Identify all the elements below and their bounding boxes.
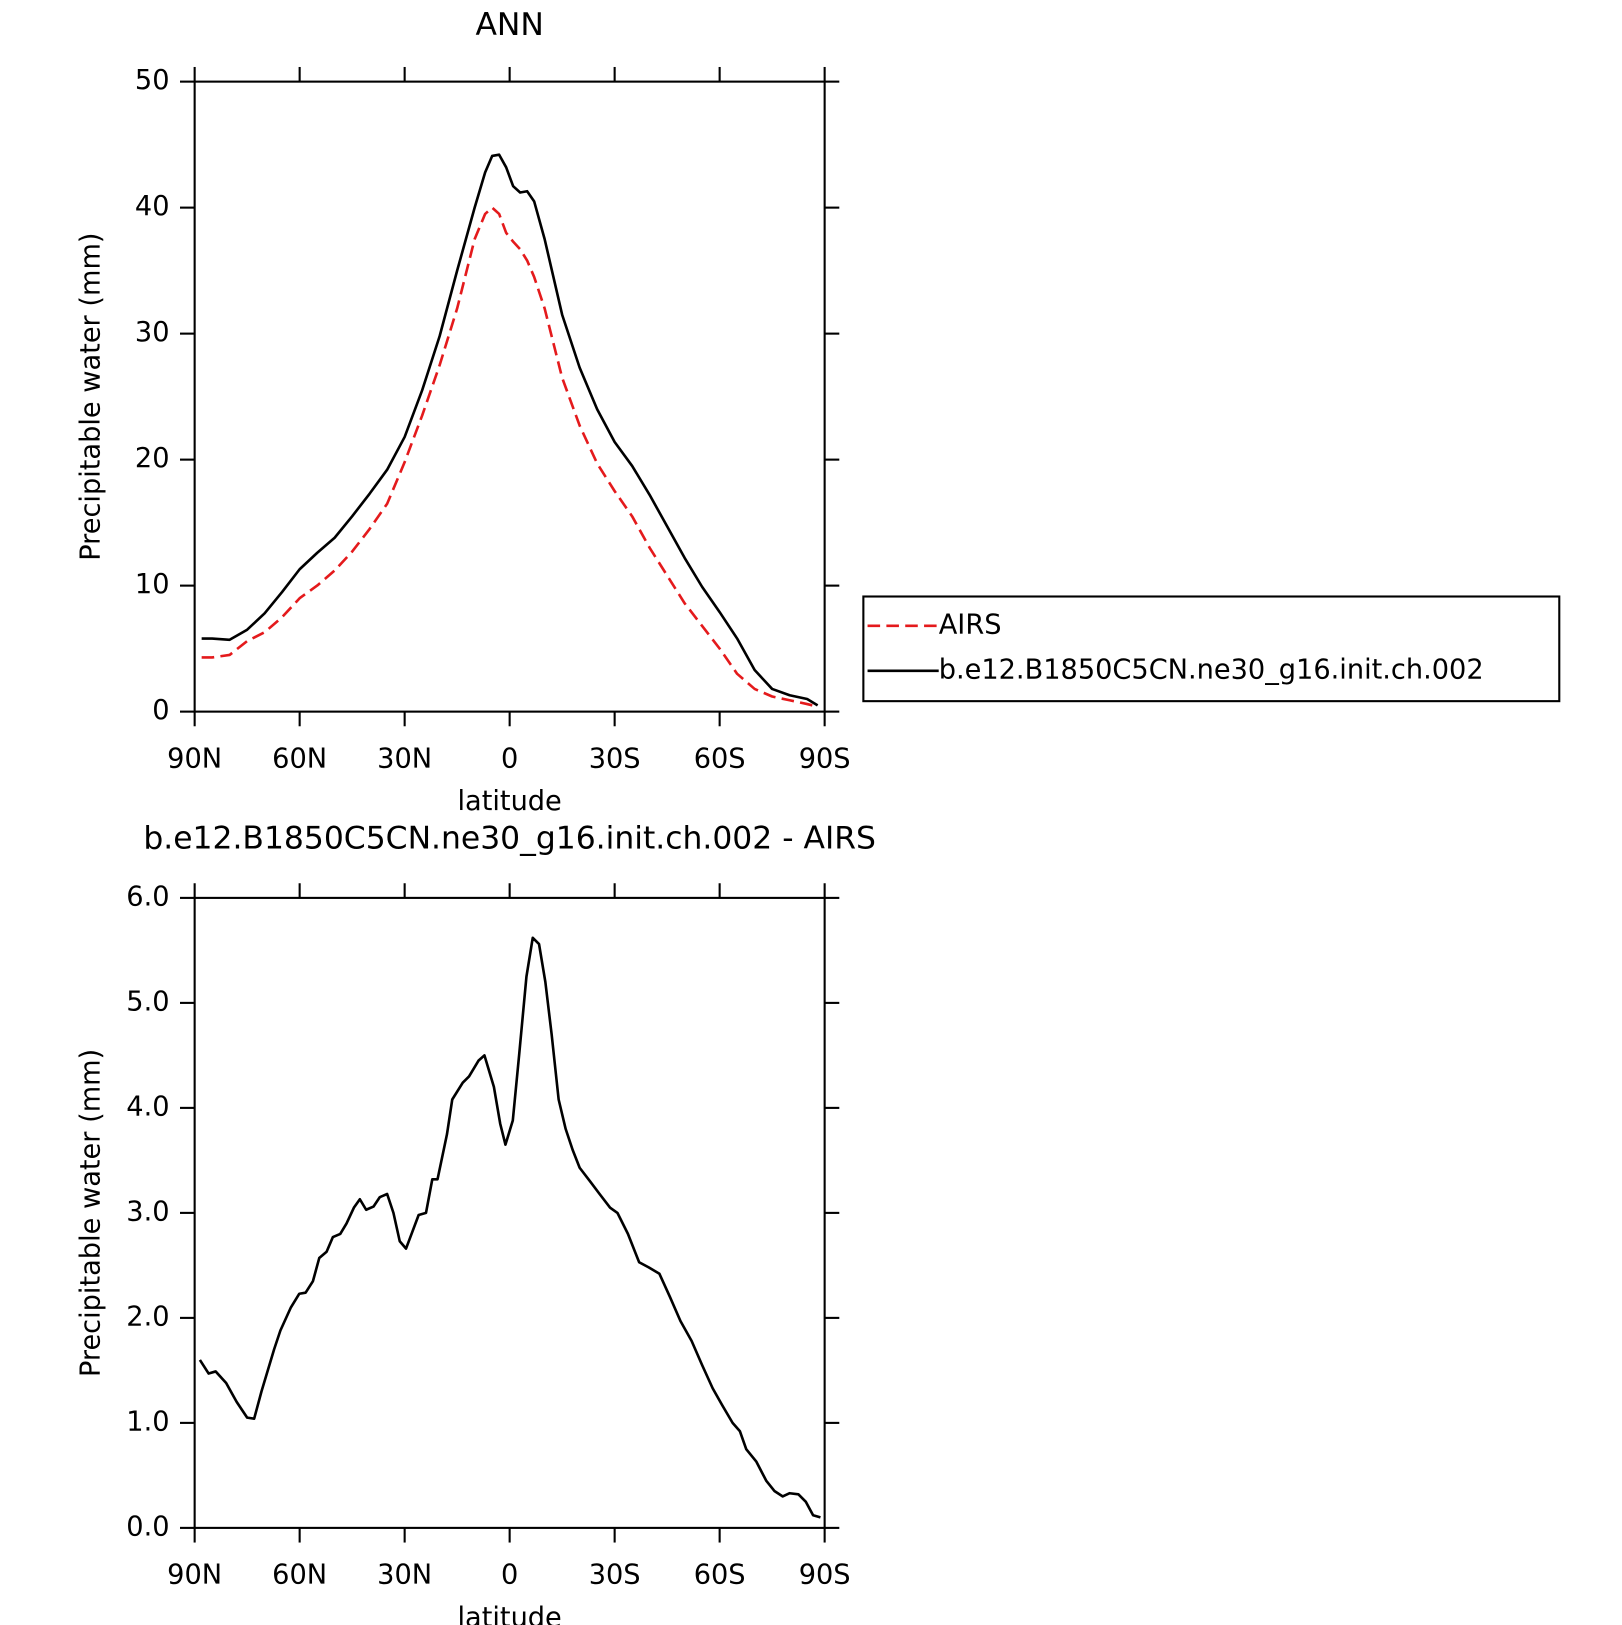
- figure-content: ANN latitude Precipitable water (mm) 0 10 20 3…: [76, 7, 1561, 1625]
- plot-frame: [193, 896, 826, 1529]
- y-tick-label: 10: [135, 569, 170, 600]
- x-tick-label: 30S: [589, 1560, 641, 1591]
- data-line: [201, 206, 818, 708]
- x-tick-label: 30S: [589, 743, 641, 774]
- legend-label: b.e12.B1850C5CN.ne30_g16.init.ch.002: [939, 654, 1484, 685]
- y-tick-label: 3.0: [126, 1196, 169, 1227]
- chart-title: ANN: [475, 7, 543, 43]
- x-tick-label: 60N: [272, 743, 327, 774]
- y-tick-label: 40: [135, 191, 170, 222]
- y-tick-label: 0: [152, 695, 169, 726]
- y-tick-label: 2.0: [126, 1301, 169, 1332]
- x-axis-label: latitude: [457, 786, 561, 817]
- plot-frame: [193, 80, 826, 713]
- x-tick-label: 60S: [694, 743, 746, 774]
- y-tick-label: 20: [135, 443, 170, 474]
- chart-title: b.e12.B1850C5CN.ne30_g16.init.ch.002 - A…: [143, 820, 876, 856]
- x-tick-label: 90S: [799, 743, 851, 774]
- y-tick-label: 30: [135, 317, 170, 348]
- x-tick-label: 90N: [167, 743, 222, 774]
- y-tick-label: 4.0: [126, 1091, 169, 1122]
- x-tick-label: 30N: [377, 1560, 432, 1591]
- x-tick-label: 0: [501, 743, 518, 774]
- y-tick-label: 1.0: [126, 1406, 169, 1437]
- x-axis-label: latitude: [457, 1602, 561, 1625]
- legend-box: [862, 595, 1561, 703]
- data-line: [201, 153, 819, 707]
- x-tick-label: 60S: [694, 1560, 746, 1591]
- y-axis-label: Precipitable water (mm): [76, 232, 107, 560]
- y-tick-label: 6.0: [126, 881, 169, 912]
- x-tick-label: 0: [501, 1560, 518, 1591]
- legend-label: AIRS: [939, 609, 1002, 640]
- y-tick-label: 50: [135, 65, 170, 96]
- data-line: [198, 936, 821, 1519]
- x-tick-label: 60N: [272, 1560, 327, 1591]
- y-tick-label: 0.0: [126, 1511, 169, 1542]
- x-tick-label: 90S: [799, 1560, 851, 1591]
- x-tick-label: 90N: [167, 1560, 222, 1591]
- y-axis-label: Precipitable water (mm): [76, 1049, 107, 1377]
- x-tick-label: 30N: [377, 743, 432, 774]
- y-tick-label: 5.0: [126, 986, 169, 1017]
